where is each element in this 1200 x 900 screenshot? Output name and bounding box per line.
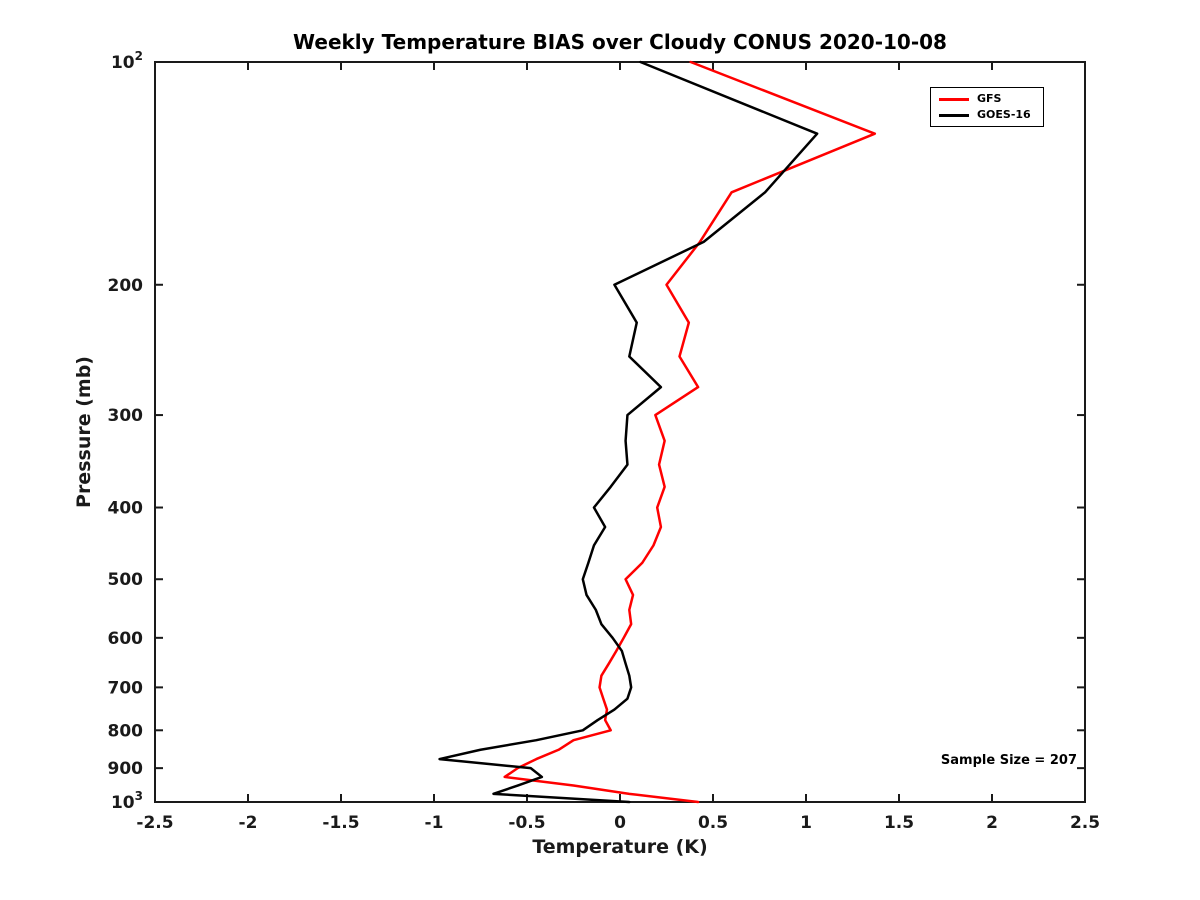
y-tick-label: 102: [111, 49, 143, 73]
legend: GFS GOES-16: [930, 87, 1044, 128]
y-tick-label: 900: [108, 759, 144, 779]
sample-size-annotation: Sample Size = 207: [940, 753, 1077, 768]
gfs-line-swatch: [939, 97, 969, 101]
x-tick-label: -1.5: [322, 813, 359, 833]
x-tick-label: 1.5: [884, 813, 914, 833]
x-tick-label: -1: [425, 813, 444, 833]
x-tick-label: -2.5: [136, 813, 173, 833]
x-tick-label: 1: [800, 813, 812, 833]
y-tick-label: 500: [108, 570, 144, 590]
legend-label-goes16: GOES-16: [977, 108, 1031, 122]
axes-box: [154, 61, 1086, 803]
y-tick-label: 800: [108, 721, 144, 741]
legend-label-gfs: GFS: [977, 92, 1002, 105]
legend-item-goes16: GOES-16: [939, 108, 1031, 122]
chart-title: Weekly Temperature BIAS over Cloudy CONU…: [293, 30, 947, 54]
x-axis-label: Temperature (K): [532, 836, 708, 858]
x-tick-label: 2: [986, 813, 998, 833]
x-tick-label: 0.5: [698, 813, 728, 833]
y-tick-label: 300: [108, 406, 144, 426]
x-tick-label: -0.5: [508, 813, 545, 833]
goes16-line-swatch: [939, 113, 969, 117]
legend-item-gfs: GFS: [939, 92, 1031, 105]
x-tick-label: -2: [239, 813, 258, 833]
series-line-goes-16: [438, 60, 819, 804]
y-tick-label: 400: [108, 499, 144, 519]
y-tick-label: 600: [108, 629, 144, 649]
y-tick-label: 700: [108, 678, 144, 698]
y-tick-label: 103: [111, 789, 143, 813]
x-tick-label: 0: [614, 813, 626, 833]
y-tick-label: 200: [108, 276, 144, 296]
series-line-gfs: [503, 60, 877, 804]
x-tick-label: 2.5: [1070, 813, 1100, 833]
